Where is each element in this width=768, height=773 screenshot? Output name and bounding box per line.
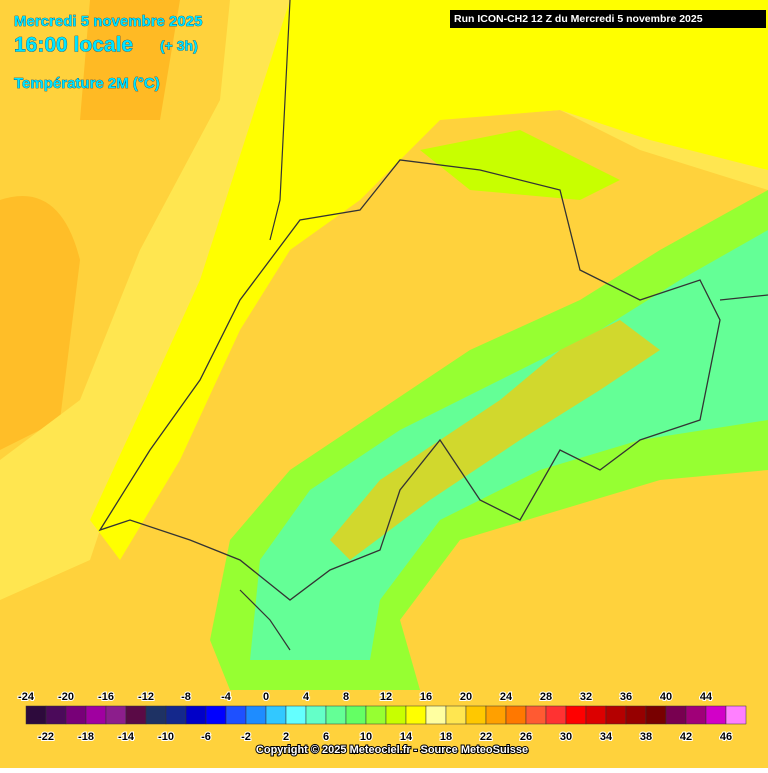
legend-label: 4 [303,691,310,703]
legend-swatch [105,705,127,725]
country-border [239,0,768,651]
legend-label: -22 [38,731,54,743]
legend-label: 8 [343,691,349,703]
color-legend: -24-22-20-18-16-14-12-10-8-6-4-202468101… [17,690,747,744]
legend-label: 28 [540,691,552,703]
legend-label: 36 [620,691,632,703]
legend-swatch [265,705,287,725]
legend-label: -14 [118,731,135,743]
legend-label: 22 [480,731,492,743]
legend-swatch [505,705,527,725]
legend-label: 42 [680,731,692,743]
legend-swatch [345,705,367,725]
legend-label: 44 [700,691,713,703]
legend-label: 38 [640,731,652,743]
copyright: Copyright © 2025 Meteociel.fr - Source M… [256,744,528,756]
legend-label: 18 [440,731,452,743]
legend-swatch [285,705,307,725]
legend-swatch [185,705,207,725]
warm-area [80,0,180,120]
legend-swatch [25,705,47,725]
legend-swatch [365,705,387,725]
legend-label: 10 [360,731,372,743]
legend-label: 12 [380,691,392,703]
legend-label: 0 [263,691,269,703]
legend-label: 40 [660,691,672,703]
legend-label: -20 [58,691,74,703]
country-border [98,159,721,601]
legend-label: 6 [323,731,329,743]
legend-swatch [705,705,727,725]
legend-swatch [125,705,147,725]
legend-swatch [485,705,507,725]
legend-swatch [685,705,707,725]
time-label: 16:00 locale [14,34,133,57]
run-banner [450,10,766,28]
legend-label: -2 [241,731,251,743]
run-label: Run ICON-CH2 12 Z du Mercredi 5 novembre… [454,13,703,25]
warmer-area [90,0,768,560]
legend-label: -18 [78,731,94,743]
legend-swatch [145,705,167,725]
legend-label: 46 [720,731,732,743]
legend-swatch [585,705,607,725]
legend-swatch [85,705,107,725]
legend-label: 24 [500,691,513,703]
lowland-area [420,130,620,200]
legend-swatch [385,705,407,725]
legend-label: 14 [400,731,413,743]
legend-label: 30 [560,731,572,743]
date-label: Mercredi 5 novembre 2025 [14,13,202,30]
legend-swatch [445,705,467,725]
ridge [330,320,660,560]
legend-swatch [205,705,227,725]
legend-swatch [305,705,327,725]
legend-swatch [225,705,247,725]
legend-swatch [625,705,647,725]
legend-swatch [525,705,547,725]
legend-swatch [245,705,267,725]
legend-label: -6 [201,731,211,743]
legend-label: 26 [520,731,532,743]
legend-swatch [465,705,487,725]
legend-label: -24 [18,691,35,703]
legend-swatch [725,705,747,725]
legend-swatch [325,705,347,725]
legend-label: 32 [580,691,592,703]
legend-swatch [165,705,187,725]
legend-label: 2 [283,731,289,743]
legend-label: -10 [158,731,174,743]
legend-label: -16 [98,691,114,703]
legend-swatch [65,705,87,725]
offset-label: (+ 3h) [160,38,198,54]
legend-label: -12 [138,691,154,703]
legend-swatch [405,705,427,725]
legend-label: -8 [181,691,191,703]
legend-swatch [545,705,567,725]
legend-swatch [45,705,67,725]
legend-swatch [425,705,447,725]
legend-label: 34 [600,731,613,743]
legend-swatch [645,705,667,725]
legend-label: 20 [460,691,472,703]
legend-label: -4 [221,691,232,703]
warm-area [0,196,80,450]
legend-swatch [665,705,687,725]
legend-swatch [565,705,587,725]
legend-label: 16 [420,691,432,703]
legend-swatch [605,705,627,725]
parameter-label: Température 2M (°C) [14,75,160,92]
